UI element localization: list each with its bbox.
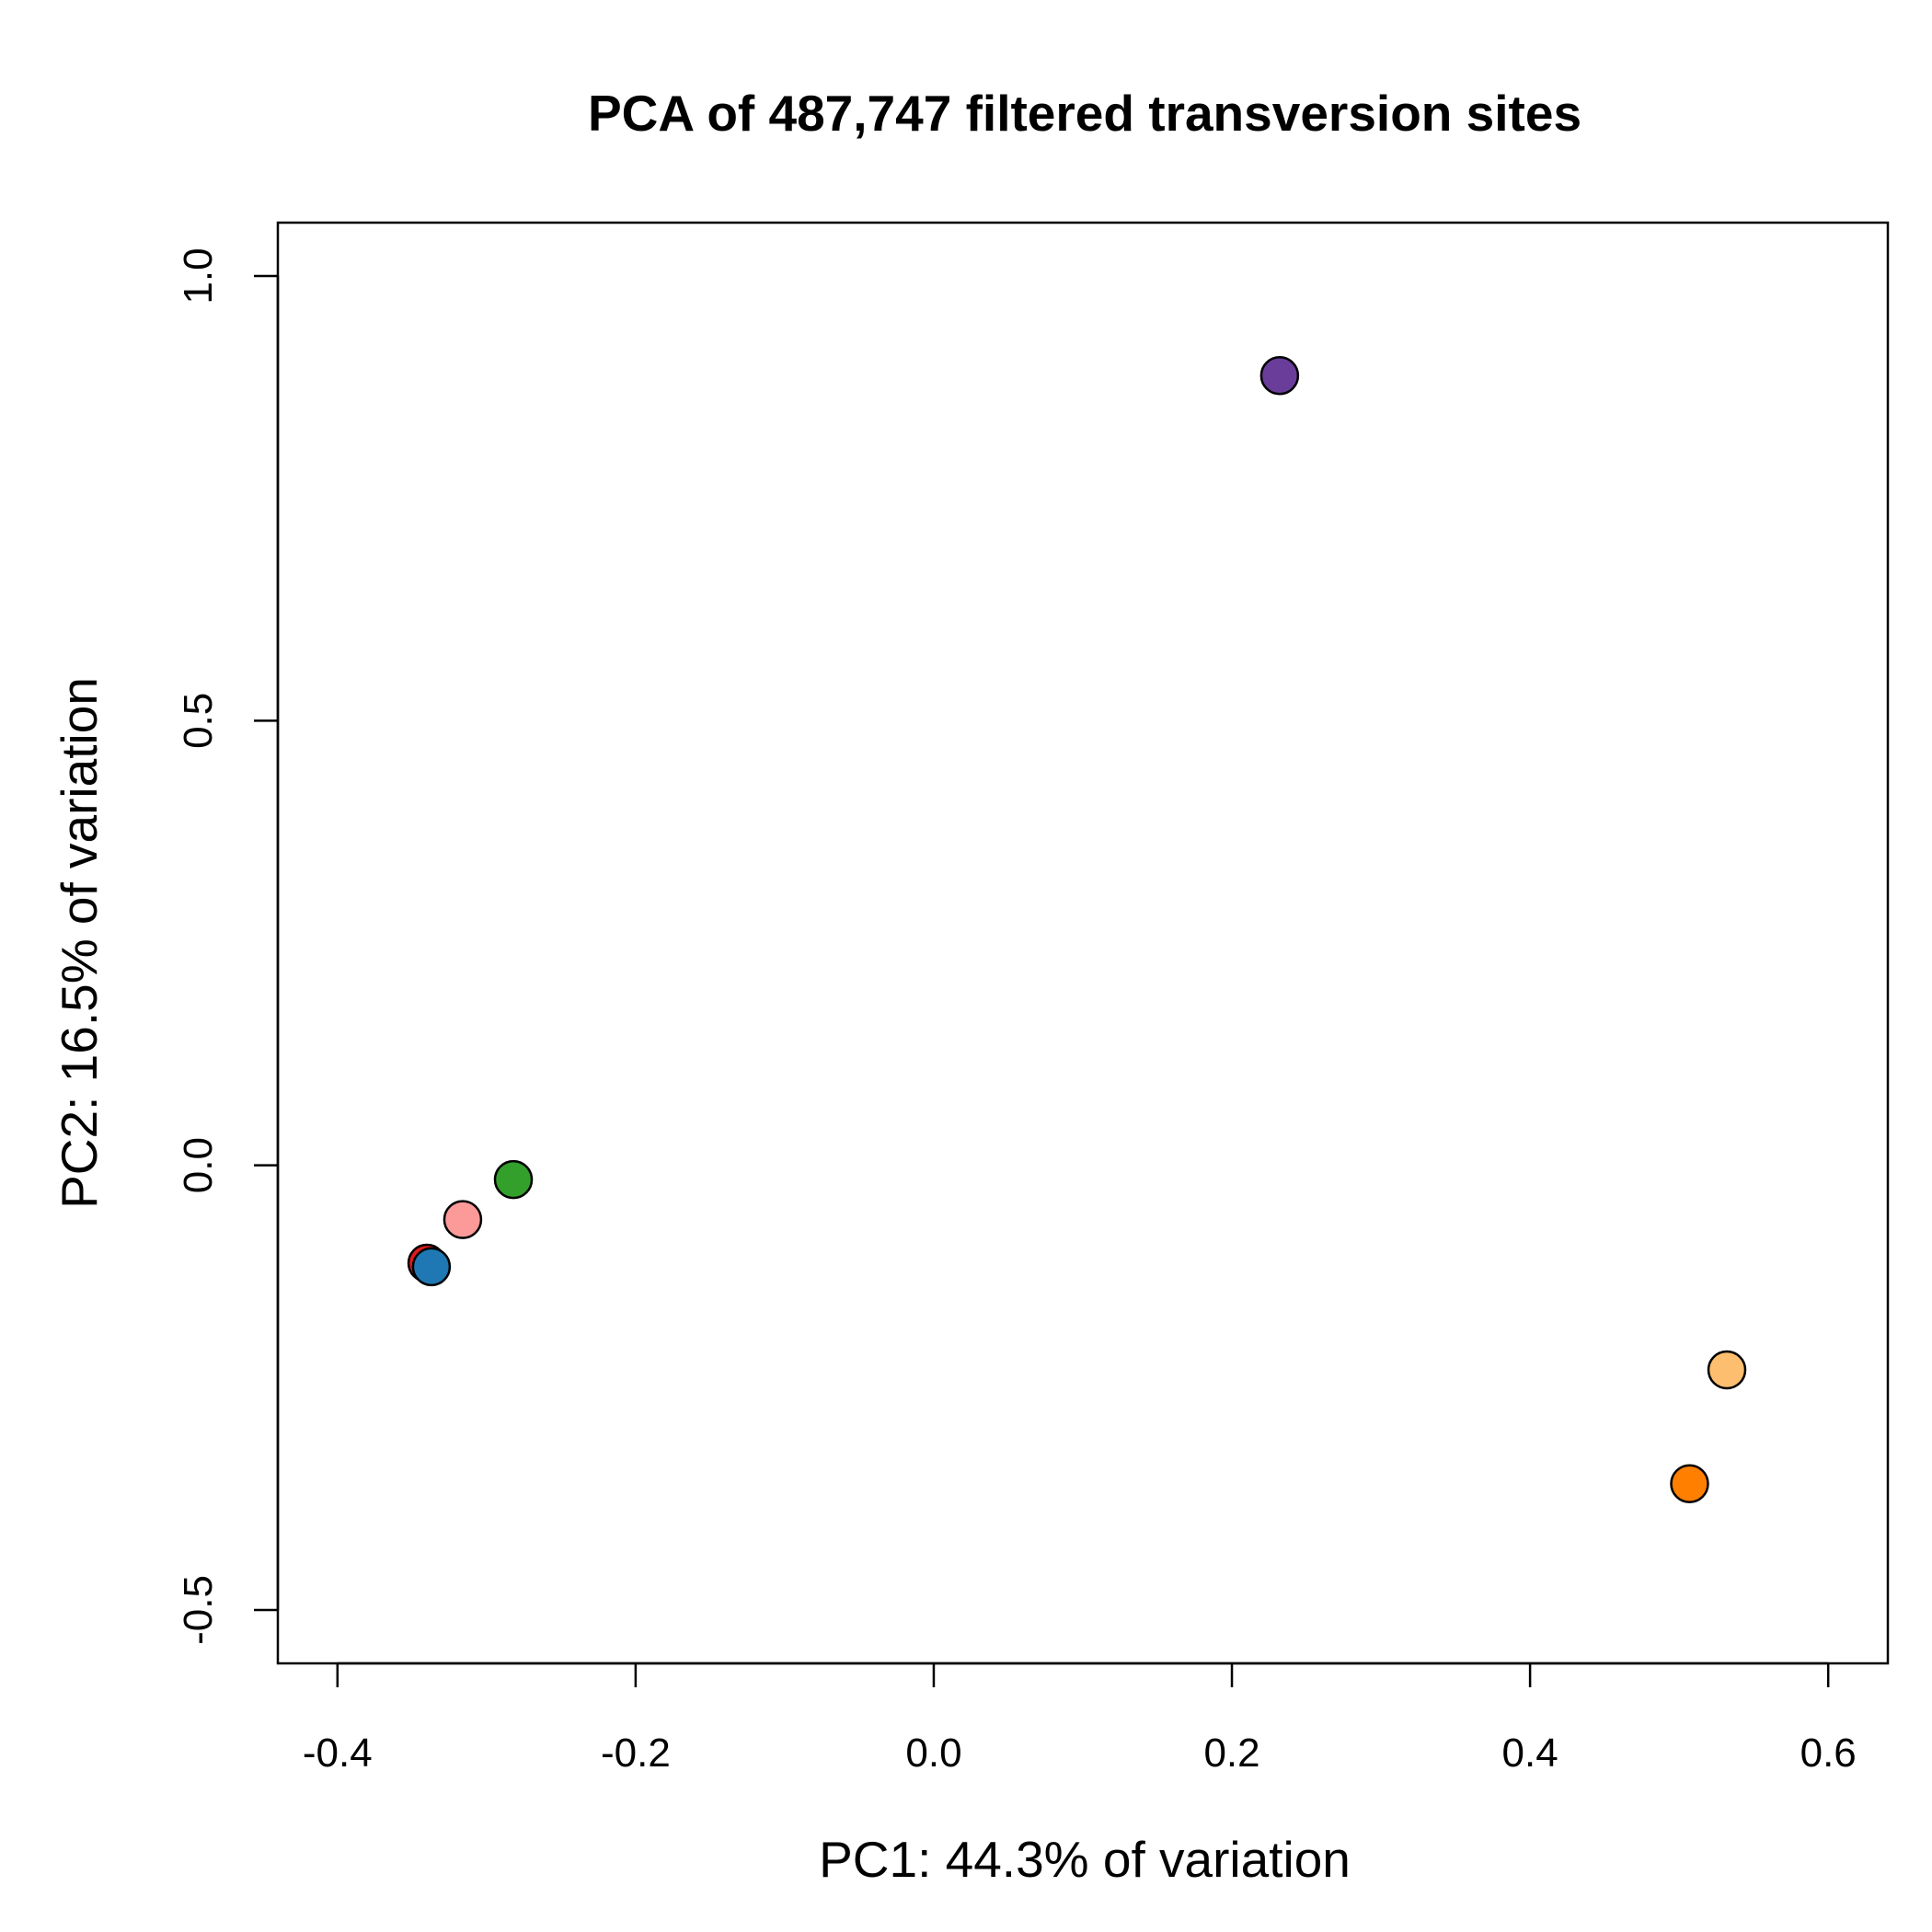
scatter-point: [1670, 1464, 1709, 1503]
chart-title: PCA of 487,747 filtered transversion sit…: [588, 85, 1581, 142]
x-axis: -0.4 -0.2 0.0 0.2 0.4 0.6: [303, 1662, 1857, 1776]
scatter-point: [1707, 1350, 1747, 1390]
scatter-point: [443, 1200, 483, 1239]
y-tick-label: 0.5: [176, 693, 221, 749]
y-tick-label: 0.0: [176, 1137, 221, 1193]
y-tick-label: 1.0: [176, 247, 221, 304]
scatter-point: [1259, 356, 1300, 396]
scatter-point: [411, 1247, 452, 1287]
x-tick-label: 0.2: [1203, 1731, 1259, 1776]
y-tick-label: -0.5: [176, 1575, 221, 1645]
data-points: [407, 356, 1747, 1503]
x-tick-label: 0.4: [1502, 1731, 1558, 1776]
y-axis: -0.5 0.0 0.5 1.0: [176, 247, 280, 1645]
x-axis-label: PC1: 44.3% of variation: [819, 1831, 1351, 1888]
y-axis-label: PC2: 16.5% of variation: [51, 677, 108, 1209]
x-tick-label: 0.6: [1800, 1731, 1857, 1776]
x-tick-label: 0.0: [905, 1731, 961, 1776]
x-tick-label: -0.2: [601, 1731, 671, 1776]
plot-frame: [276, 221, 1890, 1665]
x-tick-label: -0.4: [303, 1731, 373, 1776]
scatter-point: [493, 1159, 534, 1200]
